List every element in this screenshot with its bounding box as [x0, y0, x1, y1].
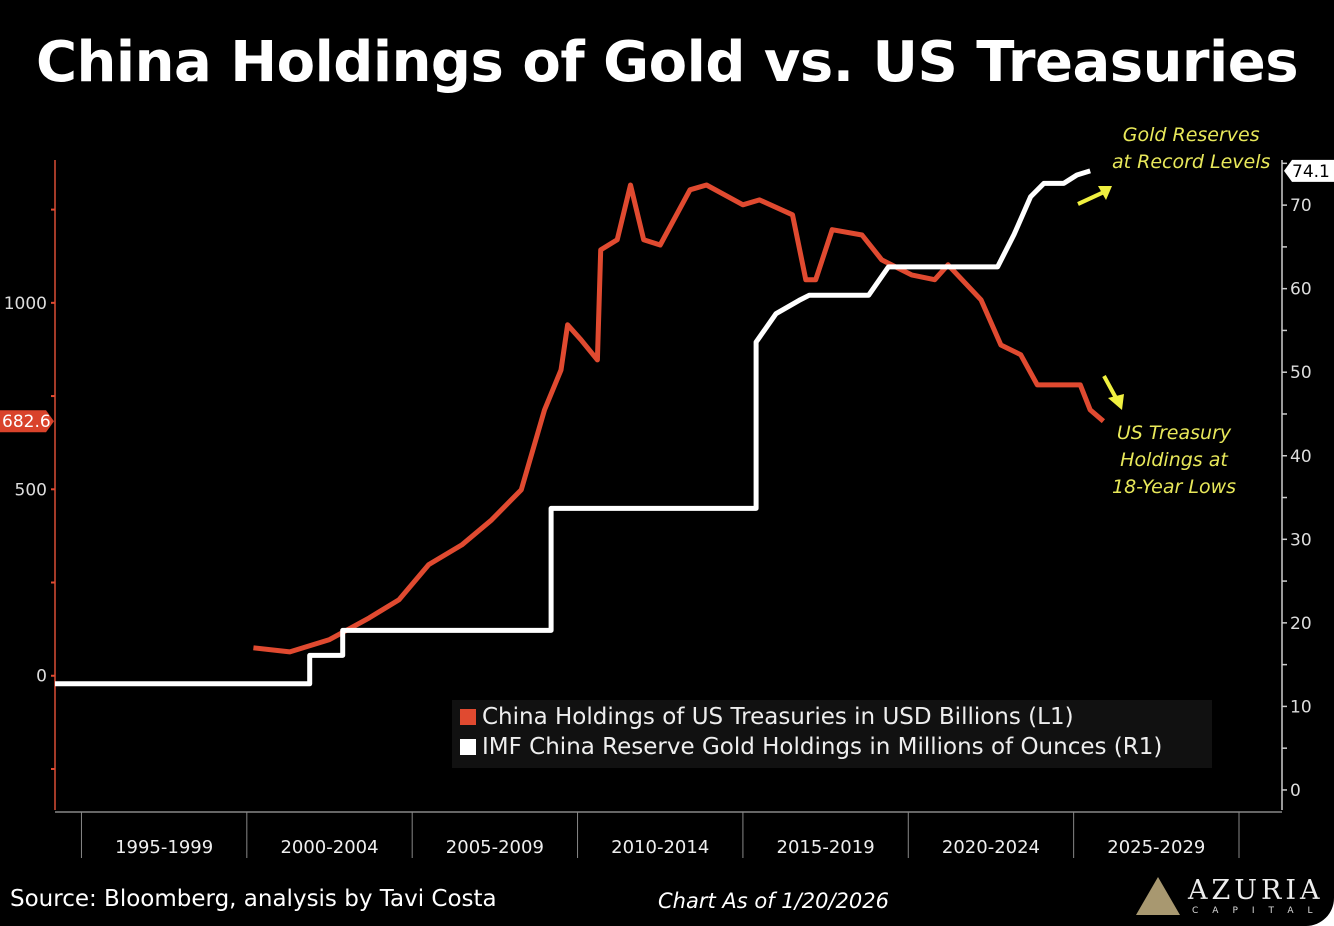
legend-item-gold: IMF China Reserve Gold Holdings in Milli… — [460, 734, 1162, 760]
gold-annotation: Gold Reserves at Record Levels — [1112, 122, 1270, 176]
x-axis-tick-label: 2005-2009 — [446, 837, 544, 858]
legend-label: IMF China Reserve Gold Holdings in Milli… — [482, 734, 1163, 760]
right-axis-tick-label: 50 — [1290, 363, 1312, 383]
logo-name: AZURIA — [1188, 875, 1324, 906]
up-arrow-head-icon — [1098, 186, 1112, 200]
left-axis-tick-label: 0 — [36, 667, 47, 687]
left-last-value-badge — [0, 410, 54, 433]
right-axis-tick-label: 70 — [1290, 196, 1312, 216]
annotation-line: at Record Levels — [1112, 151, 1271, 173]
down-arrow-icon — [1102, 375, 1118, 399]
annotation-line: Holdings at — [1120, 449, 1228, 471]
azuria-logo: AZURIA CAPITAL — [1130, 873, 1320, 923]
right-last-value-label: 74.1 — [1292, 162, 1330, 182]
annotation-line: US Treasury — [1116, 422, 1232, 444]
legend-swatch — [460, 709, 476, 725]
right-axis-tick-label: 30 — [1290, 530, 1312, 550]
gold-line — [55, 168, 1091, 687]
right-axis-tick-label: 60 — [1290, 280, 1312, 300]
legend: China Holdings of US Treasuries in USD B… — [452, 700, 1212, 768]
legend-label: China Holdings of US Treasuries in USD B… — [482, 704, 1074, 730]
x-axis-tick-label: 2020-2024 — [942, 837, 1040, 858]
up-arrow-icon — [1077, 190, 1105, 206]
x-axis-tick-label: 2025-2029 — [1107, 837, 1205, 858]
left-axis-tick-label: 1000 — [4, 294, 47, 314]
treasuries-line — [253, 182, 1106, 655]
x-axis-tick-label: 2010-2014 — [611, 837, 709, 858]
source-note: Source: Bloomberg, analysis by Tavi Cost… — [10, 886, 497, 912]
legend-item-treasuries: China Holdings of US Treasuries in USD B… — [460, 704, 1074, 730]
annotation-line: 18-Year Lows — [1112, 476, 1237, 498]
right-axis-tick-label: 20 — [1290, 614, 1312, 634]
annotation-line: Gold Reserves — [1122, 124, 1260, 146]
x-axis-tick-label: 2000-2004 — [280, 837, 378, 858]
right-axis-tick-label: 40 — [1290, 447, 1312, 467]
right-axis-tick-label: 0 — [1290, 781, 1301, 801]
down-arrow-head-icon — [1108, 394, 1124, 410]
chart-title: China Holdings of Gold vs. US Treasuries — [35, 30, 1299, 95]
right-axis-tick-label: 10 — [1290, 697, 1312, 717]
right-last-value-badge — [1284, 159, 1334, 182]
x-axis-tick-label: 2015-2019 — [777, 837, 875, 858]
legend-swatch — [460, 739, 476, 755]
logo-sub: CAPITAL — [1192, 906, 1327, 916]
as-of-date: Chart As of 1/20/2026 — [658, 889, 889, 913]
left-axis-tick-label: 500 — [15, 480, 47, 500]
left-last-value-label: 682.6 — [2, 412, 51, 432]
treasury-annotation: US Treasury Holdings at 18-Year Lows — [1112, 420, 1236, 501]
x-axis-tick-label: 1995-1999 — [115, 837, 213, 858]
logo-mark-icon — [1136, 877, 1180, 915]
